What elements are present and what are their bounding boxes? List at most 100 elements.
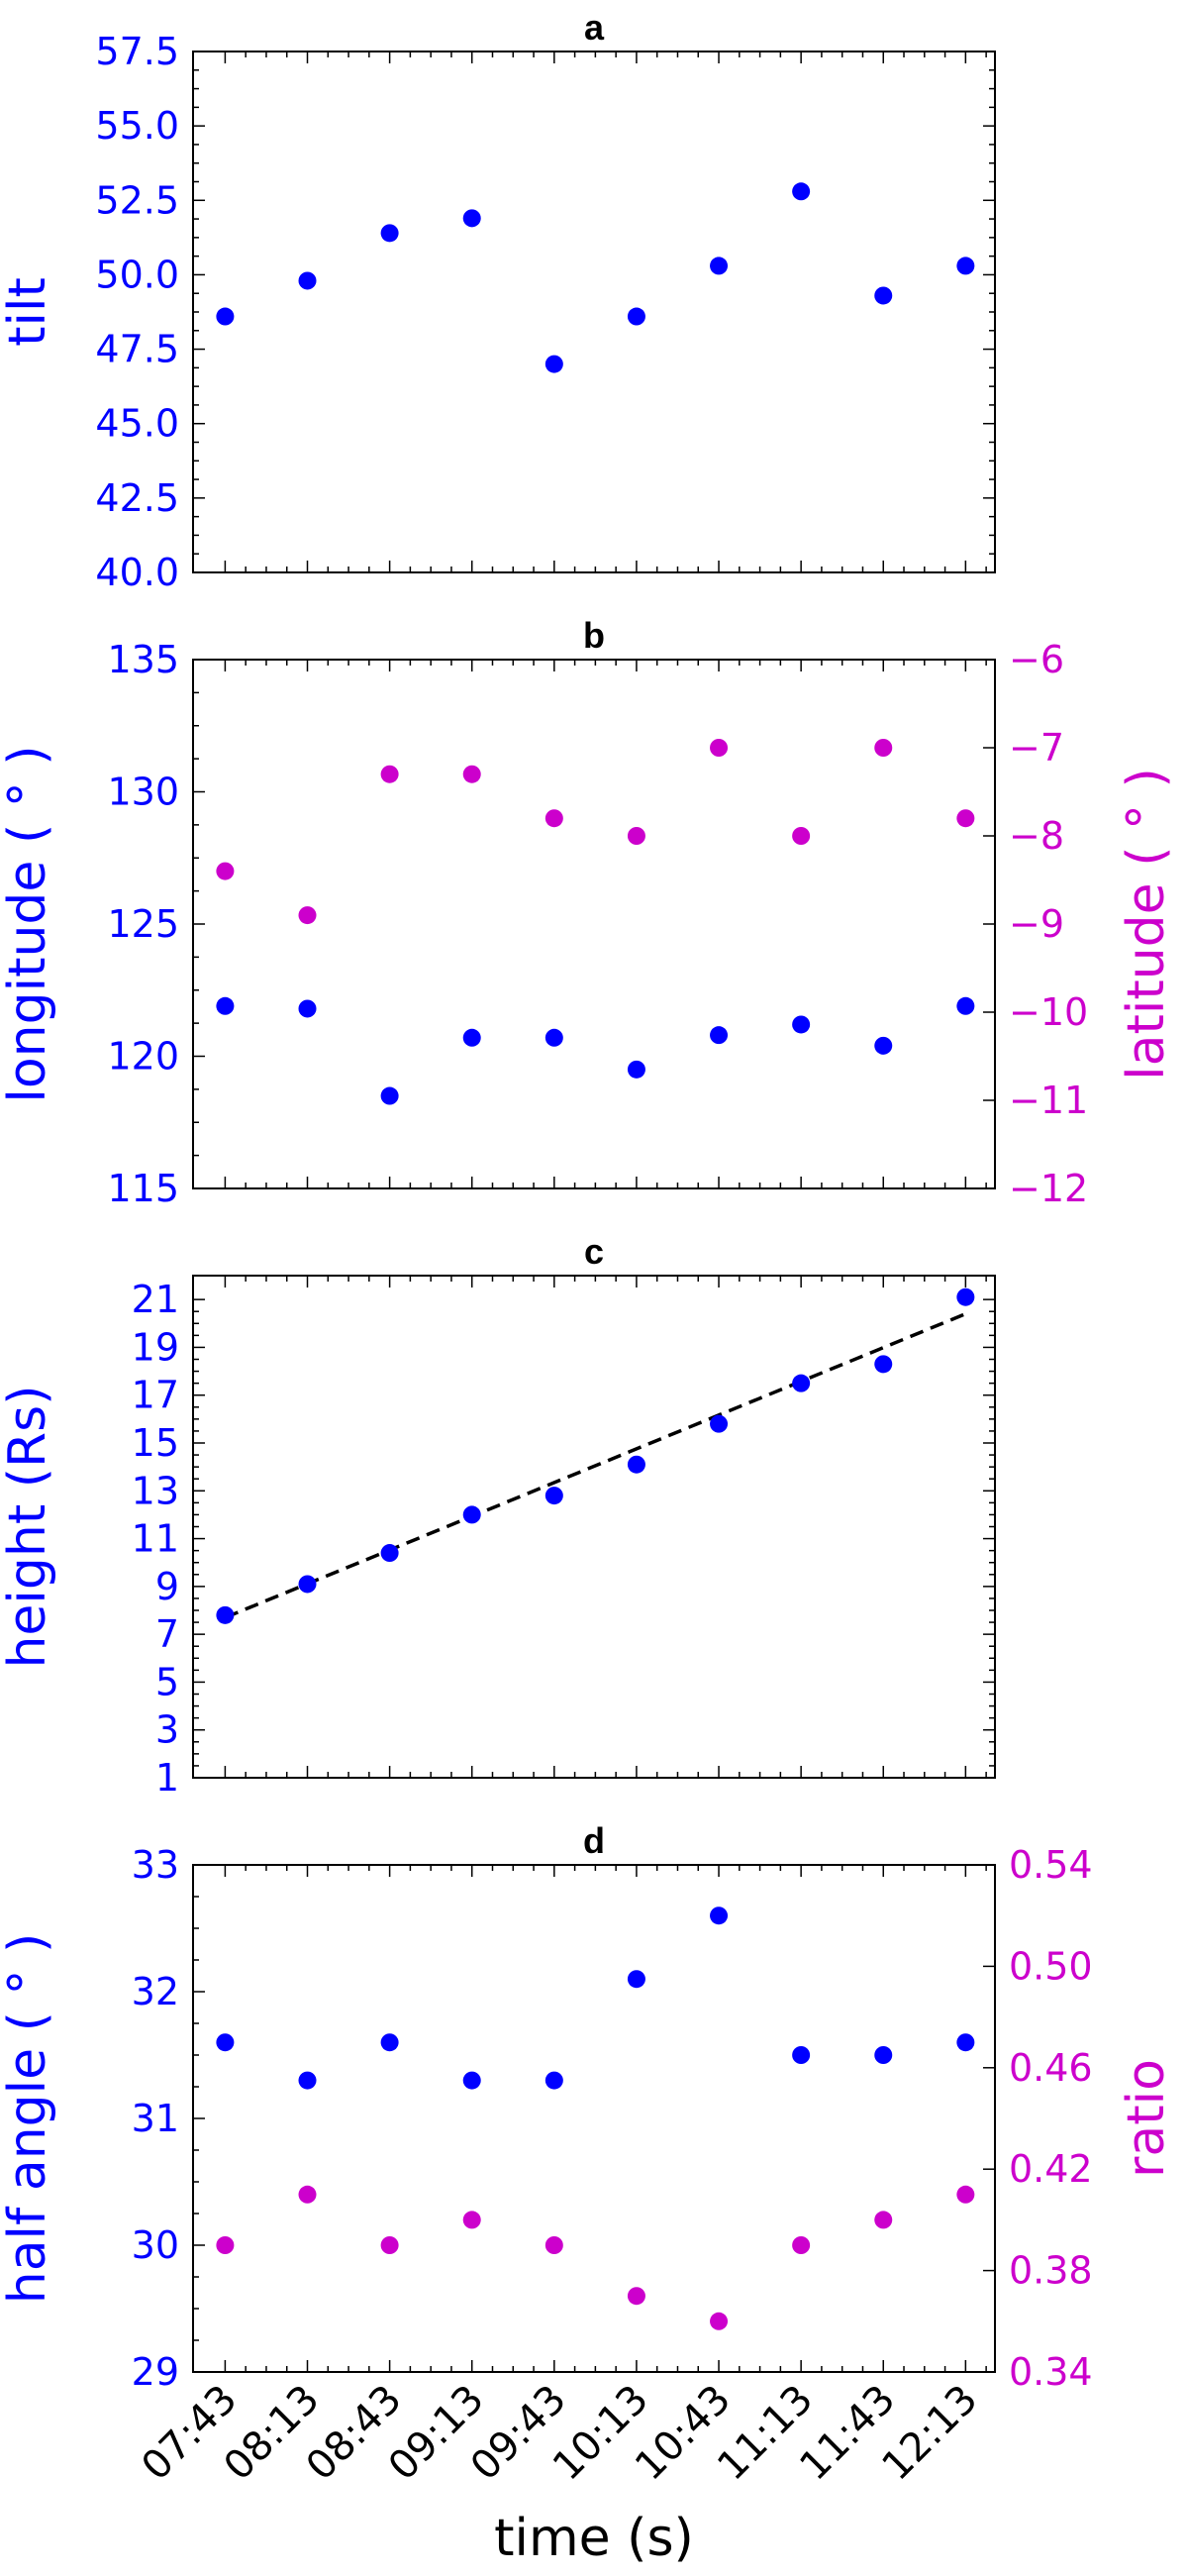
data-point-left [462,1505,481,1524]
data-point-right [627,827,645,845]
data-point-right [462,2211,481,2229]
data-point-left [792,182,811,201]
y2-tick-label: 0.54 [1009,1843,1093,1887]
data-point-left [216,307,235,326]
x-tick-label: 11:13 [709,2377,822,2490]
y-tick-label: 17 [132,1374,179,1417]
plot-frame [192,1864,996,2373]
panel-d: d 29 30 31 32 33 half angle ( ° ) 0.34 0.38 0.42 0… [0,1820,1176,2568]
data-point-left [298,271,317,290]
y-axis-label: longitude ( ° ) [0,745,57,1102]
data-point-left [544,1028,563,1047]
y-tick-label: 47.5 [95,328,179,371]
y-tick-label: 57.5 [95,30,179,73]
y-axis-label: half angle ( ° ) [0,1933,57,2305]
panel-a: a 40.0 42.5 45.0 47.5 50.0 52.5 55.0 57.5 tilt [0,7,996,594]
plot-frame [192,659,996,1189]
y-tick-label: 15 [132,1421,179,1465]
data-point-right [216,862,235,880]
y-tick-label: 1 [155,1756,179,1800]
y-tick-label: 33 [132,1843,179,1887]
y-tick-label: 55.0 [95,104,179,148]
data-point-right [874,739,893,757]
y-tick-label: 30 [132,2223,179,2267]
data-point-left [216,996,235,1015]
y2-tick-label: −10 [1009,990,1088,1034]
data-point-left [462,1028,481,1047]
data-point-left [462,2071,481,2090]
panel-b: b 115 120 125 130 135 longitude ( ° ) −12 −11 −10… [0,615,1176,1210]
y-tick-label: 7 [155,1612,179,1656]
data-point-left [627,1060,645,1079]
data-point-right [710,739,729,757]
data-point-left [627,1970,645,1989]
y-tick-label: 32 [132,1970,179,2013]
y-axis-label: height (Rs) [0,1385,57,1668]
x-tick-label: 09:13 [380,2377,493,2490]
x-tick-label: 12:13 [873,2377,986,2490]
data-point-right [874,2211,893,2229]
data-point-right [792,2236,811,2254]
y2-tick-label: 0.34 [1009,2350,1093,2394]
y2-tick-label: −11 [1009,1079,1088,1122]
x-tick-label: 10:13 [544,2377,657,2490]
data-point-left [298,1575,317,1594]
y2-tick-label: −9 [1009,902,1064,946]
y2-tick-label: 0.38 [1009,2249,1093,2293]
y2-tick-label: 0.46 [1009,2046,1093,2090]
x-tick-label: 08:13 [216,2377,329,2490]
x-axis-label: time (s) [494,2509,694,2568]
y-tick-label: 120 [107,1035,179,1079]
panel-title: d [583,1820,605,1861]
data-point-right [298,2185,317,2204]
x-tick-label: 11:43 [791,2377,904,2490]
data-point-left [627,307,645,326]
data-point-left [874,1355,893,1374]
y-tick-label: 29 [132,2350,179,2394]
y-tick-label: 42.5 [95,476,179,520]
y-tick-label: 125 [107,902,179,946]
data-point-right [462,765,481,783]
y-tick-label: 135 [107,638,179,681]
y-tick-label: 45.0 [95,402,179,446]
y-tick-label: 50.0 [95,253,179,296]
x-tick-label: 10:43 [627,2377,740,2490]
data-point-right [544,809,563,828]
data-point-left [792,1374,811,1392]
data-point-left [956,996,975,1015]
data-point-left [544,355,563,373]
y-tick-label: 3 [155,1708,179,1752]
fit-line [224,1312,967,1619]
data-point-left [380,224,399,243]
data-point-left [380,2033,399,2052]
data-point-left [627,1455,645,1474]
data-point-left [544,2071,563,2090]
data-point-right [627,2287,645,2306]
data-point-left [216,1605,235,1624]
data-point-left [710,1906,729,1925]
data-point-left [792,2046,811,2064]
y-tick-label: 21 [132,1278,179,1321]
data-point-left [874,1036,893,1055]
y-tick-label: 5 [155,1660,179,1703]
y-tick-label: 11 [132,1517,179,1561]
data-point-right [792,827,811,845]
data-point-left [462,209,481,228]
x-tick-label: 08:43 [298,2377,411,2490]
y2-tick-label: −7 [1009,726,1064,770]
y-tick-label: 9 [155,1565,179,1608]
data-point-right [956,809,975,828]
data-point-left [710,257,729,275]
data-point-left [298,999,317,1018]
panel-title: a [584,7,605,48]
y2-axis-label: ratio [1117,2059,1176,2178]
y-tick-label: 13 [132,1469,179,1512]
panel-title: c [584,1231,604,1272]
data-point-right [380,2236,399,2254]
data-point-left [710,1414,729,1433]
y2-axis-label: latitude ( ° ) [1117,768,1176,1081]
data-point-left [298,2071,317,2090]
data-point-left [874,286,893,305]
